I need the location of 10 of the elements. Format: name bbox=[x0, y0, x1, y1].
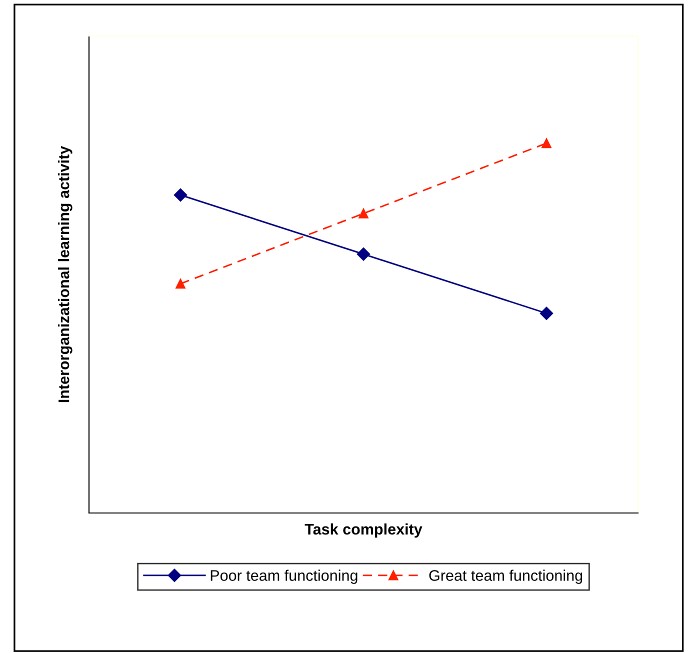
x-axis-title: Task complexity bbox=[304, 523, 422, 538]
legend-label: Great team functioning bbox=[429, 570, 582, 584]
legend-label: Poor team functioning bbox=[210, 570, 358, 584]
point bbox=[542, 138, 552, 148]
point bbox=[358, 208, 368, 218]
point bbox=[540, 306, 554, 320]
y-axis-title: Interorganizational learning activity bbox=[58, 146, 72, 402]
point bbox=[174, 188, 188, 202]
point bbox=[176, 278, 186, 289]
point bbox=[356, 248, 370, 261]
